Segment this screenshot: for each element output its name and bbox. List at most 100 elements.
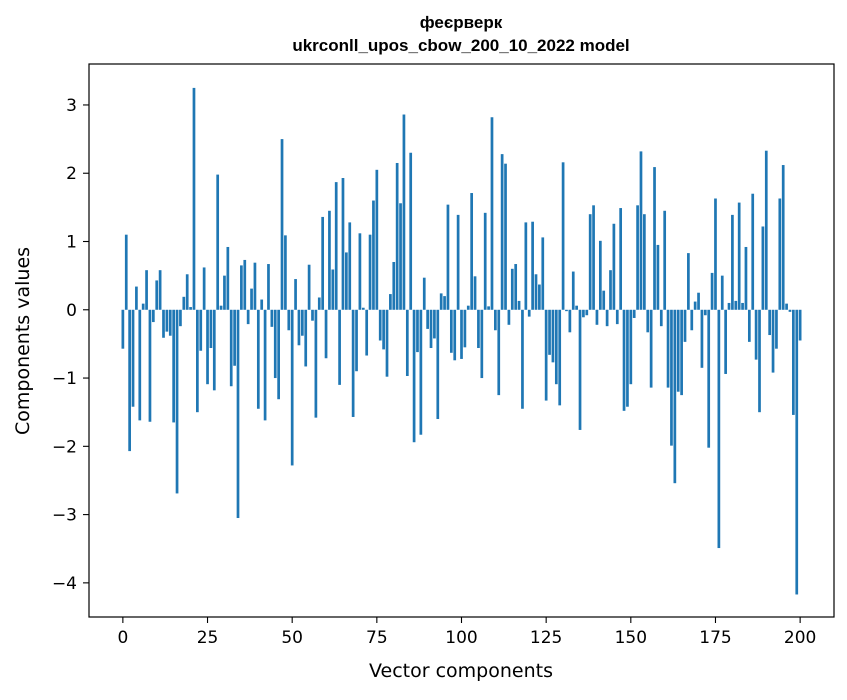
bar-79	[389, 294, 392, 310]
bar-36	[243, 259, 247, 310]
bar-103	[470, 193, 474, 310]
bar-141	[598, 240, 602, 310]
bar-171	[700, 309, 704, 368]
bar-182	[737, 202, 741, 310]
bar-61	[328, 210, 331, 310]
bar-15	[172, 309, 176, 423]
bar-156	[649, 309, 653, 388]
bar-87	[416, 309, 419, 353]
bar-157	[653, 167, 656, 310]
bar-109	[490, 117, 494, 310]
bar-86	[412, 309, 416, 443]
bar-19	[185, 274, 189, 310]
bar-71	[361, 307, 365, 310]
bar-58	[317, 297, 321, 310]
bar-161	[666, 309, 670, 388]
bar-72	[365, 309, 369, 356]
bar-14	[168, 309, 172, 336]
bar-8	[148, 309, 152, 422]
bar-35	[240, 265, 243, 310]
bar-7	[145, 270, 148, 310]
bar-138	[588, 214, 592, 310]
bar-195	[781, 165, 785, 310]
bar-134	[575, 305, 578, 310]
bar-154	[643, 214, 646, 310]
bar-26	[209, 309, 213, 349]
bar-69	[355, 309, 358, 372]
y-tick-label: −1	[52, 369, 77, 389]
bar-117	[517, 300, 521, 310]
bar-0	[121, 309, 125, 349]
bar-81	[395, 162, 399, 310]
bar-5	[138, 309, 142, 421]
bar-95	[443, 296, 446, 310]
y-tick-label: −4	[52, 574, 77, 594]
bar-162	[670, 309, 673, 446]
bar-63	[334, 182, 338, 310]
bar-145	[612, 223, 616, 310]
bar-193	[775, 309, 778, 349]
x-tick-label: 50	[281, 628, 303, 648]
bar-51	[294, 279, 297, 310]
bar-57	[314, 309, 318, 418]
bar-167	[687, 253, 690, 310]
bar-74	[372, 200, 375, 310]
bar-142	[602, 290, 606, 310]
bar-84	[405, 309, 409, 376]
bar-188	[758, 309, 761, 413]
plot-area-frame	[88, 63, 835, 618]
bar-175	[714, 198, 717, 310]
bar-177	[720, 275, 724, 310]
bar-137	[585, 309, 589, 316]
bar-43	[267, 264, 270, 310]
bar-24	[202, 267, 206, 310]
bar-31	[226, 246, 230, 310]
bar-52	[297, 309, 301, 346]
bar-150	[629, 309, 633, 385]
bar-32	[229, 309, 233, 387]
bar-192	[771, 309, 775, 373]
bar-128	[554, 309, 558, 385]
bar-80	[392, 261, 396, 310]
bar-113	[504, 163, 507, 310]
x-tick-label: 125	[530, 628, 562, 648]
bar-107	[483, 212, 487, 310]
bar-23	[199, 309, 203, 351]
bar-120	[527, 309, 531, 317]
x-tick-label: 150	[615, 628, 647, 648]
chart-title-line-2: ukrconll_upos_cbow_200_10_2022 model	[292, 36, 629, 55]
bar-152	[636, 205, 639, 310]
bar-133	[571, 271, 575, 310]
bar-10	[155, 280, 159, 310]
bar-200	[798, 309, 802, 341]
bar-170	[697, 292, 700, 310]
bar-89	[422, 277, 426, 310]
bar-180	[731, 214, 734, 310]
bar-174	[710, 272, 714, 310]
bar-27	[212, 309, 216, 391]
bar-130	[561, 162, 565, 310]
bar-39	[253, 262, 257, 310]
bar-163	[673, 309, 677, 484]
bar-194	[778, 198, 782, 310]
bar-75	[375, 169, 379, 310]
bar-185	[747, 309, 751, 342]
bar-191	[768, 309, 772, 336]
bar-88	[419, 309, 423, 435]
bar-126	[548, 309, 551, 355]
bar-198	[792, 309, 795, 415]
bar-4	[135, 286, 138, 310]
bar-118	[521, 309, 524, 409]
bar-144	[609, 270, 612, 310]
y-tick-label: 3	[66, 96, 77, 116]
bar-12	[162, 309, 165, 338]
bar-11	[158, 270, 162, 310]
bar-140	[595, 309, 599, 325]
bar-184	[744, 246, 748, 310]
bar-112	[500, 154, 504, 310]
bar-16	[175, 309, 179, 494]
bar-153	[639, 151, 643, 310]
bar-49	[287, 309, 291, 331]
bar-172	[703, 309, 707, 316]
bar-159	[659, 309, 663, 327]
